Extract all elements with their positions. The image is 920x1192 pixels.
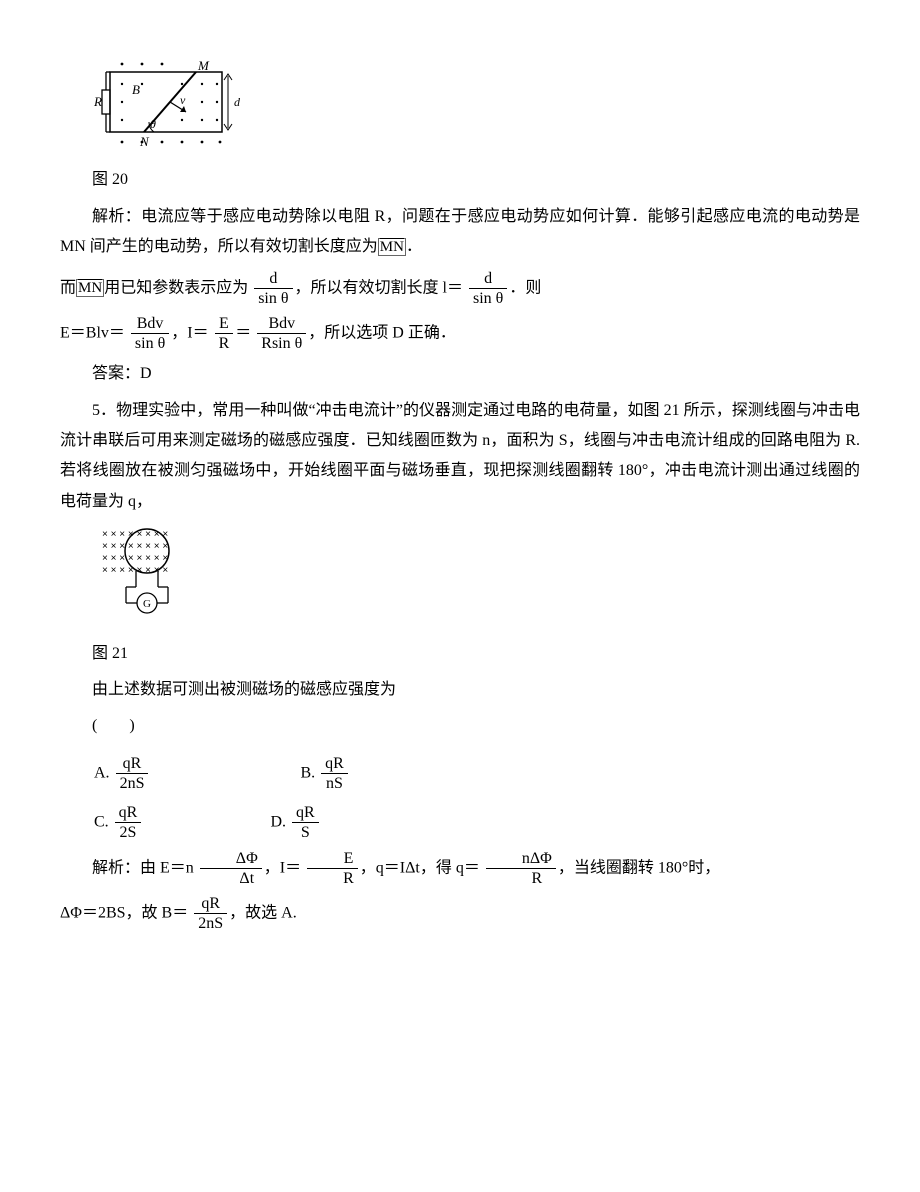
text: ，q＝IΔt，得 q＝	[360, 859, 480, 876]
q4-text-1b: ．	[406, 238, 422, 255]
svg-text:× × × × × × × ×: × × × × × × × ×	[102, 529, 168, 540]
text: 由 E＝n	[140, 859, 194, 876]
fraction: ΔΦΔt	[200, 849, 262, 888]
fraction: nΔΦR	[486, 849, 556, 888]
figure-21: × × × × × × × × × × × × × × × × × × × × …	[92, 523, 860, 634]
svg-text:d: d	[234, 95, 241, 109]
figure-21-caption: 图 21	[60, 639, 860, 669]
option-c-label: C.	[94, 814, 109, 831]
svg-text:θ: θ	[150, 117, 156, 131]
fraction: ER	[307, 849, 358, 888]
q4-analysis: 解析：电流应等于感应电动势除以电阻 R，问题在于感应电动势应如何计算．能够引起感…	[60, 202, 860, 263]
option-c: C. qR2S	[94, 799, 178, 846]
segment-mn: MN	[378, 238, 406, 256]
analysis-label: 解析：	[92, 859, 140, 876]
fraction: Bdvsin θ	[131, 314, 169, 353]
q4-formula-line-1: 而MN用已知参数表示应为 dsin θ，所以有效切割长度 l＝ dsin θ．则	[60, 269, 860, 308]
figure-20: R B M N v θ d	[92, 50, 860, 161]
q5-options: A. qR2nS B. qRnS C. qR2S D. qRS	[92, 748, 380, 849]
text: ，所以有效切割长度 l＝	[295, 279, 463, 296]
svg-text:G: G	[143, 598, 151, 610]
text: 而	[60, 279, 76, 296]
svg-text:B: B	[132, 82, 140, 97]
text: ，所以选项 D 正确．	[308, 324, 456, 341]
analysis-label: 解析：	[92, 208, 141, 225]
figure-21-svg: × × × × × × × × × × × × × × × × × × × × …	[92, 523, 222, 623]
option-a-label: A.	[94, 764, 110, 781]
q5-analysis: 解析：由 E＝n ΔΦΔt，I＝ ER，q＝IΔt，得 q＝ nΔΦR，当线圈翻…	[60, 849, 860, 888]
text: ，I＝	[171, 324, 208, 341]
svg-text:× × × × × × × ×: × × × × × × × ×	[102, 553, 168, 564]
option-d: D. qRS	[180, 799, 377, 846]
fraction: ER	[215, 314, 234, 353]
svg-text:R: R	[93, 94, 102, 109]
figure-20-caption: 图 20	[60, 165, 860, 195]
fraction: dsin θ	[469, 269, 507, 308]
text: ，I＝	[264, 859, 301, 876]
fraction: dsin θ	[254, 269, 292, 308]
svg-text:M: M	[197, 58, 210, 73]
option-b-label: B.	[300, 764, 315, 781]
text: ，当线圈翻转 180°时，	[558, 859, 720, 876]
figure-20-svg: R B M N v θ d	[92, 50, 252, 150]
q5-analysis-line2: ΔΦ＝2BS，故 B＝ qR2nS，故选 A.	[60, 894, 860, 933]
fraction: qR2nS	[194, 894, 227, 933]
segment-mn: MN	[76, 279, 104, 297]
q5-after-fig: 由上述数据可测出被测磁场的磁感应强度为	[60, 675, 860, 705]
text: E＝Blv＝	[60, 324, 125, 341]
svg-text:N: N	[139, 134, 150, 149]
option-b: B. qRnS	[180, 750, 377, 797]
q4-text-1a: 电流应等于感应电动势除以电阻 R，问题在于感应电动势应如何计算．能够引起感应电流…	[60, 208, 860, 255]
svg-text:v: v	[180, 93, 186, 107]
q4-answer: 答案：D	[60, 359, 860, 389]
option-a: A. qR2nS	[94, 750, 178, 797]
text: ．则	[509, 279, 541, 296]
text: 用已知参数表示应为	[104, 279, 248, 296]
svg-text:× × × × × × × ×: × × × × × × × ×	[102, 541, 168, 552]
text: ΔΦ＝2BS，故 B＝	[60, 904, 188, 921]
q5-paren: ( )	[60, 711, 860, 741]
text: ＝	[235, 324, 251, 341]
q5-stem: 5．物理实验中，常用一种叫做“冲击电流计”的仪器测定通过电路的电荷量，如图 21…	[60, 396, 860, 518]
option-d-label: D.	[270, 814, 286, 831]
q4-formula-line-2: E＝Blv＝ Bdvsin θ，I＝ ER＝ BdvRsin θ，所以选项 D …	[60, 314, 860, 353]
fraction: BdvRsin θ	[257, 314, 306, 353]
text: ，故选 A.	[229, 904, 297, 921]
